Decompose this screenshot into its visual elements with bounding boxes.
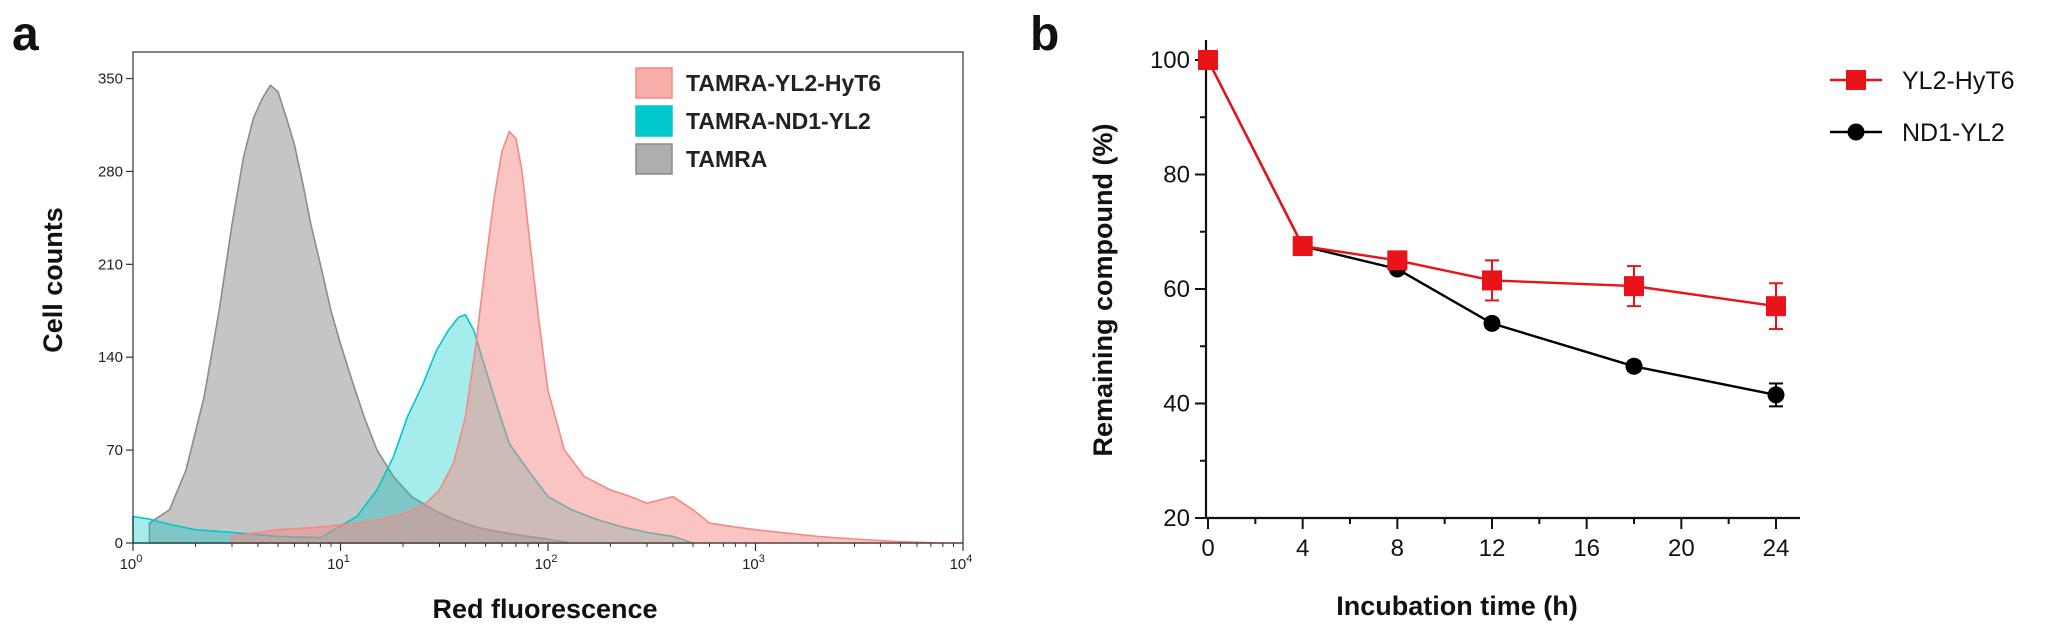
panel-b-legend: YL2-HyT6 ND1-YL2	[1830, 67, 2015, 147]
x-tick-label: 12	[1479, 535, 1506, 562]
y-tick-label: 80	[1163, 162, 1190, 189]
panel-b-axes	[1204, 40, 1800, 520]
y-tick-label: 210	[98, 256, 123, 273]
y-tick-label: 350	[98, 71, 123, 88]
data-point-circle	[1767, 386, 1785, 404]
data-point-square	[1766, 296, 1786, 317]
y-tick-label: 40	[1163, 391, 1190, 418]
legend-label: TAMRA-ND1-YL2	[686, 108, 871, 134]
histogram-series-layer	[132, 84, 964, 544]
y-tick-label: 20	[1163, 505, 1190, 532]
x-tick-label: 8	[1391, 535, 1404, 562]
panel-b-x-ticks: 0 4 8 12 16 20 24	[1201, 518, 1789, 562]
data-point-square	[1198, 50, 1218, 70]
data-point-square	[1292, 236, 1313, 257]
x-tick-label: 0	[1201, 535, 1214, 562]
panel-b-y-ticks: 20 40 60 80 100	[1150, 47, 1206, 532]
y-tick-label: 100	[1150, 47, 1190, 74]
y-tick-label: 140	[98, 349, 123, 366]
legend-swatch	[635, 105, 673, 137]
legend-label: TAMRA	[686, 146, 767, 172]
legend-label: ND1-YL2	[1902, 119, 2005, 147]
panel-a-legend: TAMRA-YL2-HyT6 TAMRA-ND1-YL2 TAMRA	[635, 67, 881, 175]
y-tick-label: 70	[106, 442, 123, 459]
legend-swatch	[635, 67, 673, 99]
histogram-series-tamra-yl2-hyt6	[231, 130, 964, 544]
data-point-square	[1387, 250, 1408, 271]
data-point-circle	[1483, 314, 1501, 332]
panel-b-y-axis-title: Remaining compound (%)	[1088, 124, 1118, 457]
panel-a-x-axis-title: Red fluorescence	[432, 594, 657, 624]
x-tick-label: 100	[120, 553, 143, 573]
panel-b-x-axis-title: Incubation time (h)	[1336, 591, 1577, 621]
x-tick-label: 4	[1296, 535, 1309, 562]
x-tick-label: 101	[327, 553, 350, 573]
x-tick-label: 24	[1763, 535, 1790, 562]
panel-a-histogram: 100 101 102 103 104 0 70 140 210 280 350 TAMRA-YL…	[38, 51, 973, 624]
panel-a-x-ticks: 100 101 102 103 104	[120, 543, 973, 573]
legend-label: TAMRA-YL2-HyT6	[686, 70, 881, 96]
y-tick-label: 280	[98, 163, 123, 180]
x-tick-label: 102	[535, 553, 558, 573]
data-point-circle	[1625, 357, 1643, 375]
x-tick-label: 104	[950, 553, 973, 573]
x-tick-label: 16	[1573, 535, 1600, 562]
data-point-square	[1482, 270, 1502, 291]
panel-b-letter: b	[1030, 8, 1059, 61]
legend-marker-circle	[1847, 123, 1865, 141]
panel-a-y-ticks: 0 70 140 210 280 350	[98, 71, 133, 552]
series-nd1-yl2	[1199, 51, 1785, 408]
legend-swatch	[635, 143, 673, 175]
series-yl2-hyt6	[1198, 50, 1786, 331]
x-tick-label: 103	[742, 553, 765, 573]
panel-a-y-axis-title: Cell counts	[38, 207, 68, 353]
y-tick-label: 0	[115, 535, 123, 552]
x-tick-label: 20	[1668, 535, 1695, 562]
data-point-square	[1624, 276, 1644, 297]
panel-a-letter: a	[12, 8, 39, 61]
y-tick-label: 60	[1163, 276, 1190, 303]
series-line-yl2-hyt6	[1206, 59, 1777, 308]
panel-b-series-layer	[1198, 50, 1786, 408]
legend-marker-square	[1846, 70, 1866, 90]
legend-label: YL2-HyT6	[1902, 67, 2015, 95]
